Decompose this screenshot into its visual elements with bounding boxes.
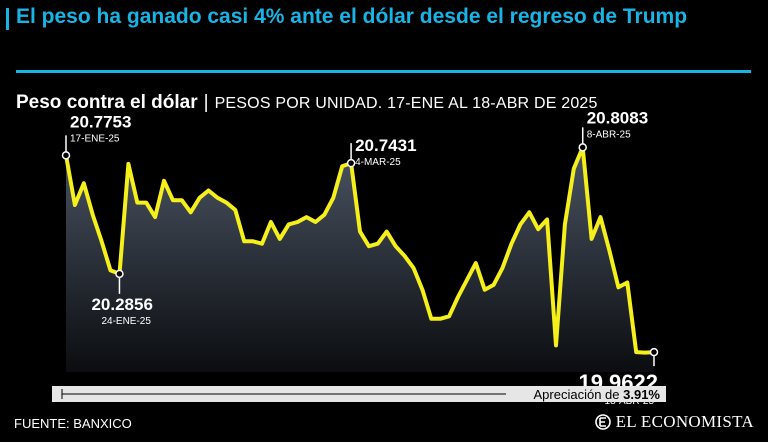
annotation-marker bbox=[346, 158, 356, 168]
logo-icon bbox=[594, 414, 611, 430]
chart-units: PESOS POR UNIDAD. 17-ENE AL 18-ABR DE 20… bbox=[214, 95, 598, 112]
annotation-value: 20.7431 bbox=[355, 136, 416, 155]
annotation-marker bbox=[61, 151, 71, 160]
annotation-date: 4-MAR-25 bbox=[355, 157, 401, 168]
headline: El peso ha ganado casi 4% ante el dólar … bbox=[16, 5, 688, 28]
appreciation-value: 3.91% bbox=[623, 387, 660, 402]
annotation-value: 20.7753 bbox=[70, 112, 131, 131]
annotation-marker bbox=[578, 143, 587, 152]
headline-divider bbox=[16, 70, 751, 73]
brand-name: EL ECONOMISTA bbox=[615, 412, 754, 431]
chart-title: Peso contra el dólar bbox=[16, 92, 198, 113]
annotation-marker bbox=[115, 269, 124, 279]
appreciation-text: Apreciación de bbox=[534, 387, 624, 402]
annotation-value: 20.2856 bbox=[91, 295, 152, 314]
annotation-value: 20.8083 bbox=[587, 108, 648, 127]
brand-logo: EL ECONOMISTA bbox=[594, 412, 754, 432]
chart-subtitle: Peso contra el dólar | PESOS POR UNIDAD. 1… bbox=[16, 92, 598, 114]
series-line bbox=[64, 145, 656, 355]
source-note: FUENTE: BANXICO bbox=[14, 416, 132, 431]
headline-accent-bar bbox=[6, 8, 9, 30]
annotation-date: 8-ABR-25 bbox=[587, 129, 631, 140]
appreciation-label: Apreciación de 3.91% bbox=[534, 387, 661, 402]
annotation-marker bbox=[649, 347, 659, 357]
area-fill bbox=[66, 147, 654, 372]
annotation-date: 17-ENE-25 bbox=[70, 133, 120, 144]
annotation-date: 24-ENE-25 bbox=[101, 316, 151, 327]
subtitle-separator: | bbox=[203, 92, 209, 113]
